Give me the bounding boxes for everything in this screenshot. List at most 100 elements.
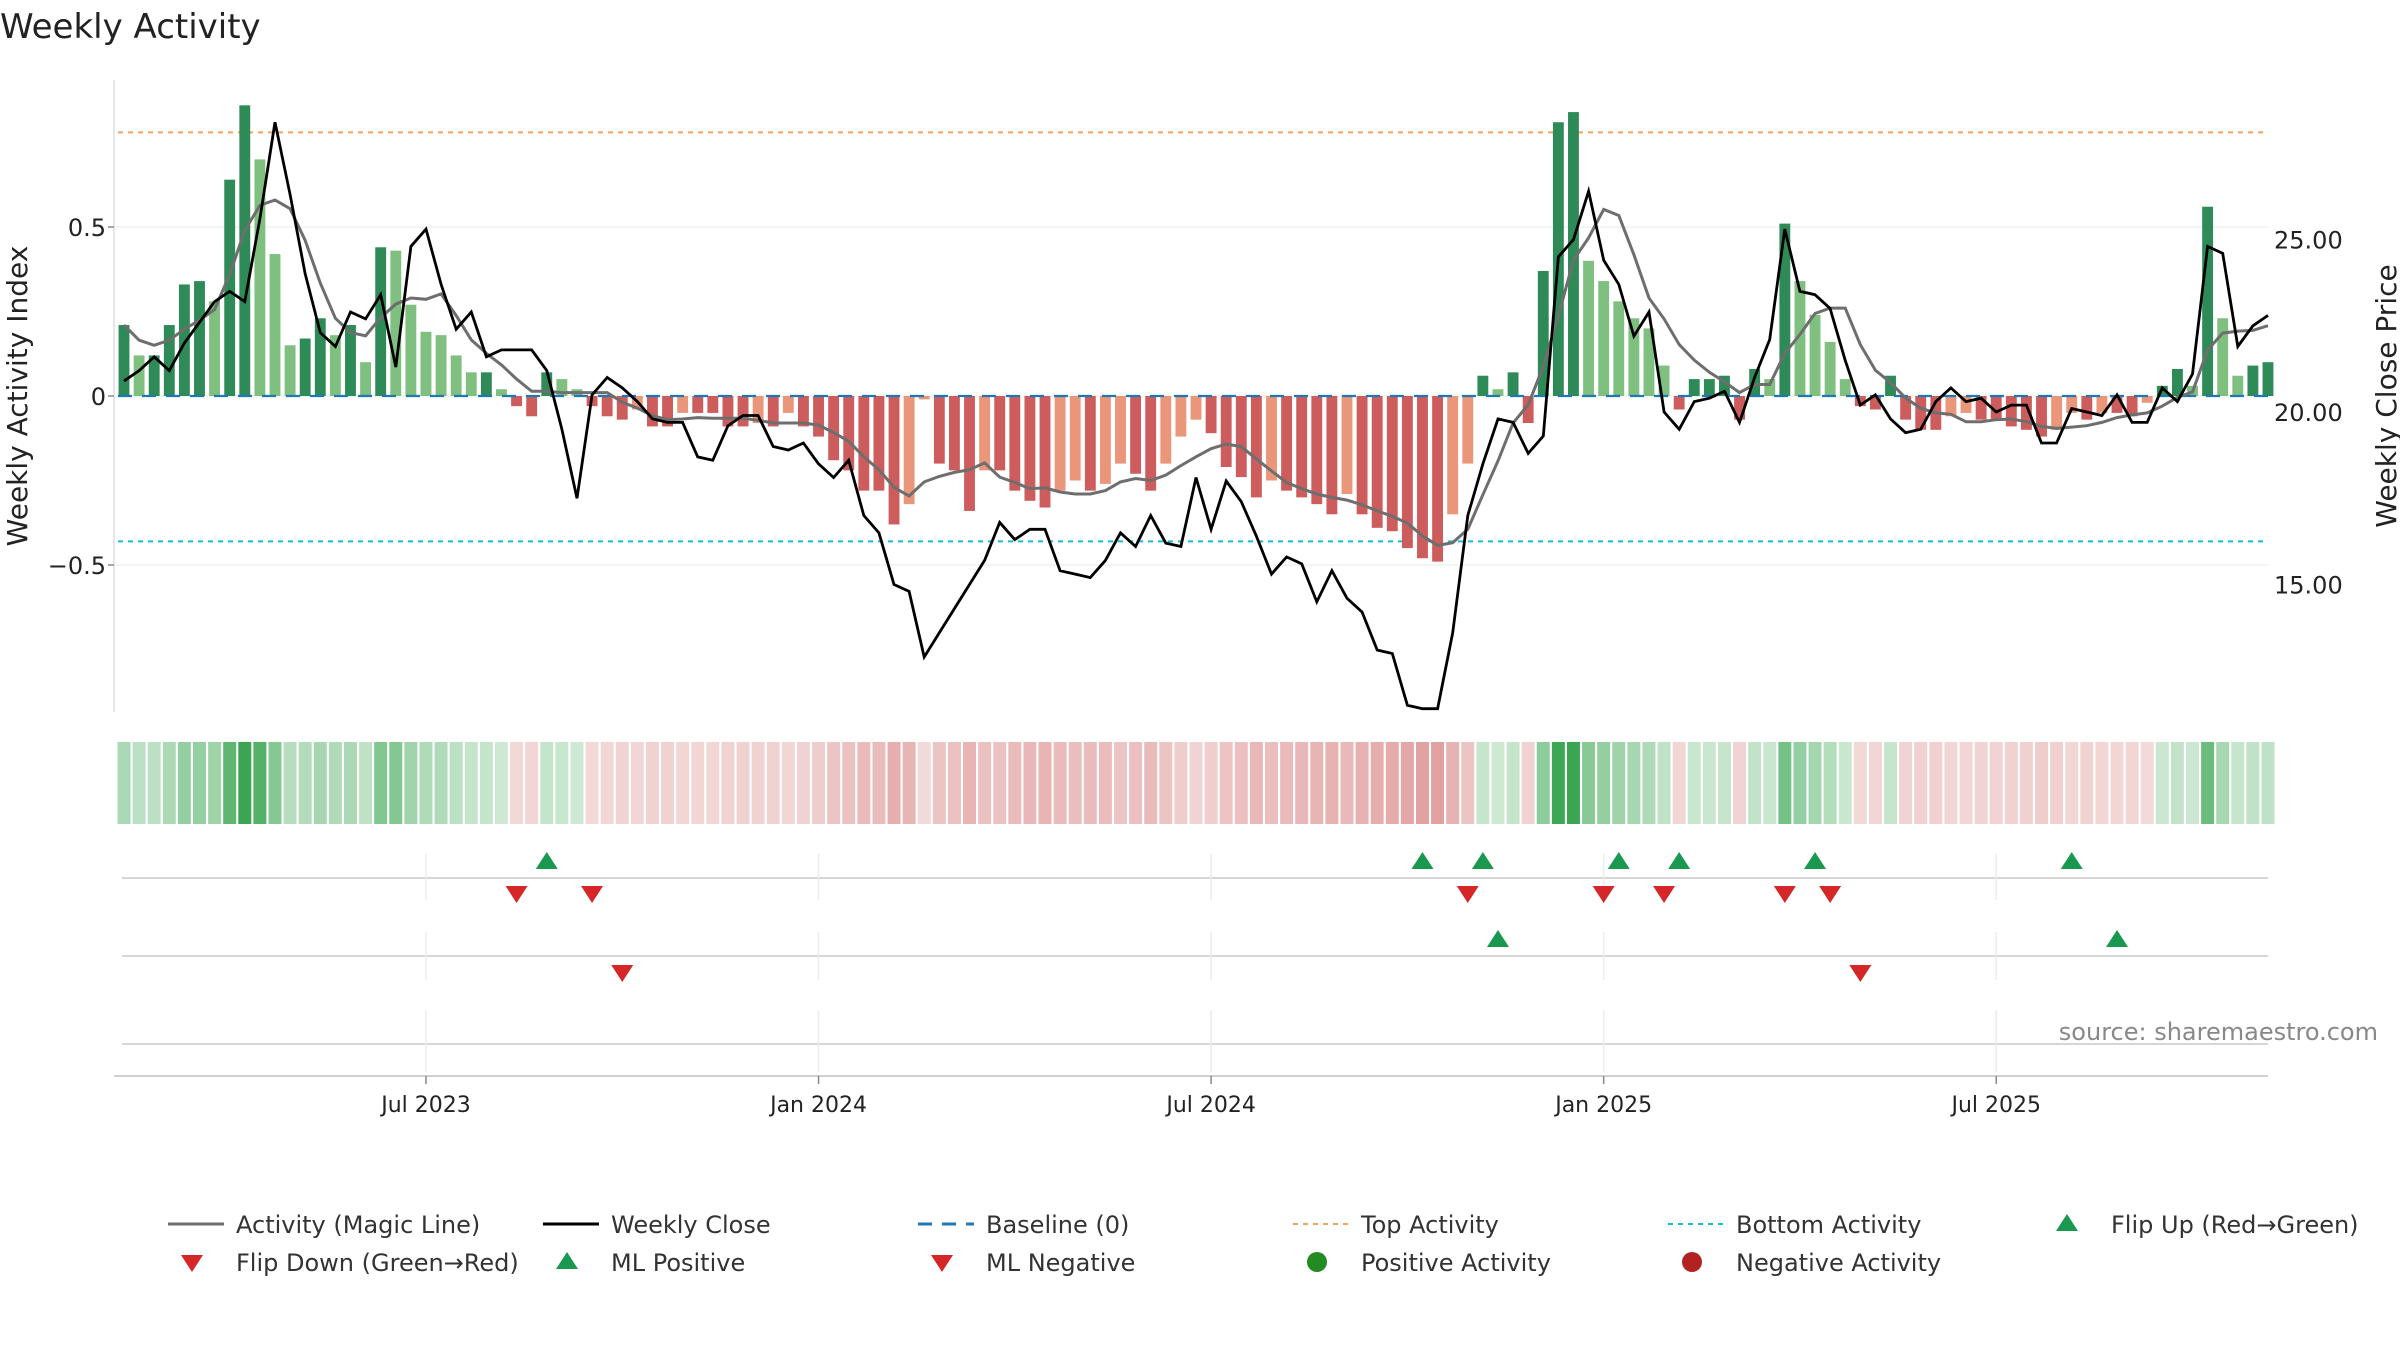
- legend-label-posact: Positive Activity: [1361, 1249, 1551, 1277]
- heat-cell-30: [570, 742, 584, 824]
- heat-cell-96: [1566, 742, 1580, 824]
- heat-cell-25: [494, 742, 508, 824]
- heat-cell-4: [177, 742, 191, 824]
- heat-cell-132: [2110, 742, 2124, 824]
- activity-bar-126: [2020, 396, 2032, 430]
- heat-cell-67: [1129, 742, 1143, 824]
- heat-cell-108: [1748, 742, 1762, 824]
- activity-bar-18: [390, 250, 402, 396]
- activity-heat-strip: [117, 742, 2275, 824]
- ml-negative-marker-1: [1849, 965, 1872, 982]
- activity-bar-11: [284, 345, 296, 396]
- heat-cell-49: [857, 742, 871, 824]
- heat-cell-103: [1672, 742, 1686, 824]
- activity-bar-80: [1326, 396, 1338, 515]
- heat-cell-87: [1431, 742, 1445, 824]
- signal-panels: [122, 852, 2268, 1072]
- activity-bar-45: [798, 396, 809, 427]
- heat-cell-65: [1098, 742, 1112, 824]
- activity-bar-13: [314, 318, 326, 396]
- heat-cell-141: [2246, 742, 2260, 824]
- activity-bar-68: [1145, 396, 1157, 491]
- heat-cell-15: [343, 742, 357, 824]
- heat-cell-1: [132, 742, 146, 824]
- heat-cell-68: [1144, 742, 1158, 824]
- activity-bar-129: [2066, 396, 2078, 413]
- heat-cell-3: [162, 742, 176, 824]
- legend-label-magic: Activity (Magic Line): [236, 1211, 480, 1239]
- activity-bar-73: [1220, 396, 1232, 467]
- heat-cell-140: [2231, 742, 2245, 824]
- activity-bar-5: [194, 281, 205, 396]
- heat-cell-32: [600, 742, 614, 824]
- activity-bar-67: [1130, 396, 1142, 474]
- heat-cell-52: [902, 742, 916, 824]
- heat-cell-142: [2261, 742, 2275, 824]
- main-panel: 0.5 0 −0.5 25.00 20.00 15.00: [48, 80, 2343, 712]
- activity-bar-108: [1749, 368, 1761, 396]
- heat-cell-131: [2095, 742, 2109, 824]
- heat-cell-99: [1612, 742, 1626, 824]
- activity-bar-78: [1296, 396, 1308, 498]
- activity-bar-54: [933, 396, 945, 464]
- activity-bar-117: [1885, 375, 1896, 396]
- legend-label-baseline: Baseline (0): [986, 1211, 1129, 1239]
- heat-cell-28: [540, 742, 554, 824]
- activity-bar-1: [133, 355, 145, 396]
- y2-tick-label-1: 20.00: [2274, 399, 2343, 427]
- activity-bar-122: [1960, 396, 1972, 413]
- activity-bar-130: [2081, 396, 2093, 420]
- activity-bar-48: [843, 396, 855, 471]
- activity-bar-90: [1477, 375, 1489, 396]
- heat-cell-10: [268, 742, 282, 824]
- activity-bar-103: [1673, 396, 1685, 410]
- heat-cell-24: [479, 742, 493, 824]
- legend-swatch-flipup: [2056, 1214, 2078, 1231]
- heat-cell-80: [1325, 742, 1339, 824]
- activity-bar-43: [767, 396, 779, 427]
- activity-bar-50: [873, 396, 885, 491]
- activity-bar-116: [1870, 396, 1881, 410]
- activity-bar-47: [828, 396, 840, 461]
- heat-cell-60: [1023, 742, 1037, 824]
- activity-bar-42: [752, 396, 764, 424]
- legend-item-flipup: Flip Up (Red→Green): [2056, 1211, 2359, 1239]
- heat-cell-122: [1959, 742, 1973, 824]
- heat-cell-46: [812, 742, 826, 824]
- legend-item-top: Top Activity: [1293, 1211, 1499, 1239]
- heat-cell-12: [298, 742, 312, 824]
- legend-label-close: Weekly Close: [611, 1211, 771, 1239]
- heat-cell-119: [1914, 742, 1928, 824]
- activity-bar-71: [1190, 396, 1202, 420]
- heat-cell-130: [2080, 742, 2094, 824]
- heat-cell-135: [2155, 742, 2169, 824]
- activity-bar-74: [1235, 396, 1247, 478]
- heat-cell-110: [1778, 742, 1792, 824]
- activity-bar-87: [1432, 396, 1444, 562]
- heat-cell-36: [661, 742, 675, 824]
- heat-cell-78: [1295, 742, 1309, 824]
- ml-positive-marker-0: [1486, 930, 1509, 947]
- y2-tick-label-2: 15.00: [2274, 572, 2343, 600]
- activity-bar-81: [1341, 396, 1353, 495]
- activity-bar-72: [1205, 396, 1217, 434]
- activity-bar-46: [813, 396, 824, 437]
- activity-bar-16: [360, 362, 372, 396]
- legend-label-mlneg: ML Negative: [986, 1249, 1135, 1277]
- heat-cell-100: [1627, 742, 1641, 824]
- flip-down-marker-2: [1456, 886, 1479, 903]
- legend-item-mlneg: ML Negative: [931, 1249, 1135, 1277]
- heat-cell-39: [706, 742, 720, 824]
- activity-bar-138: [2202, 206, 2214, 396]
- heat-cell-27: [525, 742, 539, 824]
- heat-cell-42: [751, 742, 765, 824]
- activity-bar-132: [2111, 396, 2123, 413]
- activity-bar-88: [1447, 396, 1459, 515]
- activity-bar-15: [345, 325, 356, 396]
- flip-up-marker-4: [1668, 852, 1691, 869]
- heat-cell-34: [630, 742, 644, 824]
- activity-bar-119: [1915, 396, 1927, 430]
- flip-up-marker-0: [535, 852, 558, 869]
- heat-cell-129: [2065, 742, 2079, 824]
- chart-title: Weekly Activity: [0, 7, 261, 47]
